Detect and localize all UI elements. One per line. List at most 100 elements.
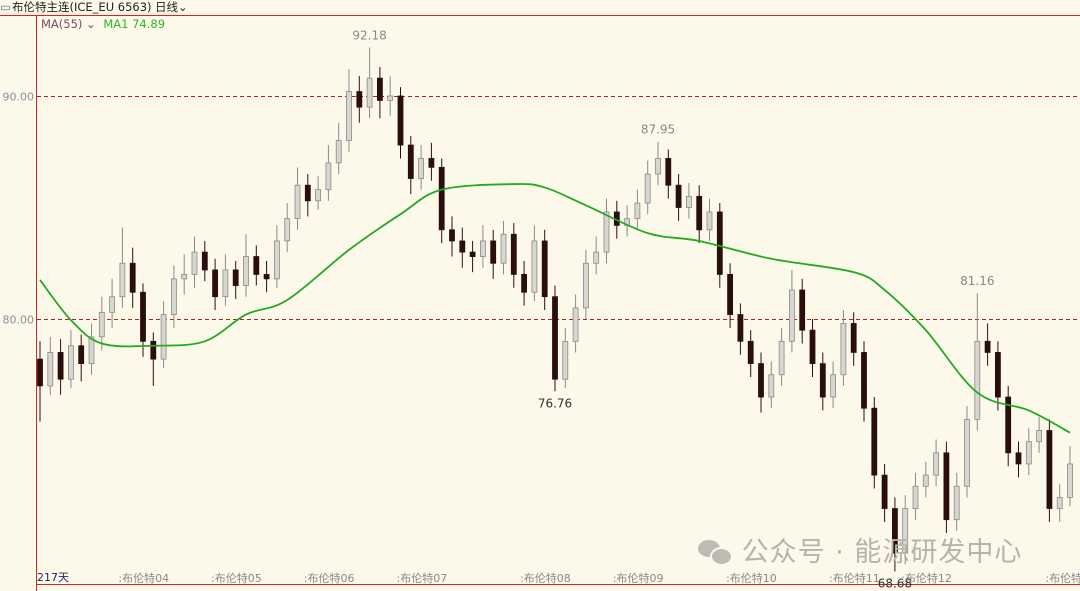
candle-body bbox=[1005, 396, 1012, 454]
period-selector[interactable]: 日线⌄ bbox=[155, 0, 188, 15]
instrument-title[interactable]: 布伦特主连(ICE_EU 6563) bbox=[12, 0, 152, 14]
candle-body bbox=[222, 269, 229, 298]
candle-body bbox=[407, 144, 414, 179]
candle bbox=[809, 319, 816, 377]
candle-body bbox=[881, 474, 888, 509]
candle-body bbox=[809, 329, 816, 364]
x-tick-label: :布伦特07 bbox=[397, 571, 448, 585]
candle-body bbox=[284, 218, 291, 242]
candle bbox=[449, 216, 455, 257]
candle-body bbox=[335, 140, 342, 164]
candle bbox=[778, 327, 785, 386]
candle bbox=[387, 75, 394, 117]
candle-body bbox=[1025, 441, 1032, 465]
candle-body bbox=[768, 374, 775, 398]
candle bbox=[201, 240, 208, 282]
candle-body bbox=[758, 363, 764, 398]
candle bbox=[531, 225, 538, 302]
price-annotation: 92.18 bbox=[352, 28, 386, 42]
candle-body bbox=[397, 95, 404, 146]
candle bbox=[1046, 419, 1053, 522]
candle-body bbox=[727, 273, 733, 315]
candle bbox=[500, 220, 507, 275]
candle bbox=[181, 254, 188, 295]
candle bbox=[57, 339, 64, 395]
candle-body bbox=[552, 296, 558, 380]
candle bbox=[634, 189, 641, 230]
candle bbox=[140, 283, 146, 357]
x-tick-label: :布伦特01 bbox=[1045, 571, 1080, 585]
candle bbox=[541, 229, 548, 311]
x-tick-label: :布伦特10 bbox=[726, 571, 777, 585]
candle-body bbox=[243, 256, 249, 286]
candle bbox=[572, 294, 579, 353]
candle-body bbox=[521, 273, 527, 293]
candle-body bbox=[428, 158, 435, 168]
candle bbox=[964, 405, 970, 498]
candle bbox=[696, 185, 703, 244]
candle-body bbox=[799, 289, 806, 331]
period-label: 日线 bbox=[155, 0, 178, 14]
candle-body bbox=[500, 233, 507, 264]
candle bbox=[346, 69, 352, 152]
candle bbox=[861, 341, 867, 422]
candle-body bbox=[366, 77, 373, 108]
x-tick-label: :布伦特05 bbox=[211, 571, 262, 585]
candle-body bbox=[716, 211, 723, 275]
candle-body bbox=[1056, 496, 1063, 509]
candle-body bbox=[696, 195, 703, 231]
candle-body bbox=[1015, 452, 1022, 465]
candle bbox=[850, 312, 857, 366]
day-count-label: 217天 bbox=[37, 571, 69, 584]
candle bbox=[212, 258, 219, 311]
candle-body bbox=[964, 418, 970, 487]
candle-body bbox=[634, 202, 641, 220]
candle-body bbox=[953, 485, 960, 521]
candle bbox=[88, 323, 95, 375]
candle bbox=[253, 245, 260, 286]
candle-body bbox=[438, 166, 445, 231]
candle-body bbox=[1067, 463, 1073, 498]
candle bbox=[840, 310, 847, 386]
x-tick-label: :布伦特06 bbox=[304, 571, 355, 585]
candle bbox=[871, 397, 878, 489]
candle bbox=[376, 67, 383, 119]
candle bbox=[521, 261, 527, 306]
x-tick-label: :布伦特08 bbox=[520, 571, 571, 585]
x-tick-label: :布伦特09 bbox=[613, 571, 664, 585]
candle-body bbox=[789, 289, 795, 342]
candle-body bbox=[201, 251, 208, 271]
candle bbox=[902, 495, 909, 565]
candle-body bbox=[892, 508, 898, 554]
watermark: 公众号 · 能源研发中心 bbox=[698, 530, 1022, 569]
candle bbox=[974, 293, 981, 431]
candle-body bbox=[840, 323, 847, 376]
candle bbox=[490, 229, 497, 279]
candle bbox=[1067, 446, 1073, 507]
candle bbox=[819, 352, 826, 411]
candle-body bbox=[170, 278, 177, 315]
candle-body bbox=[583, 262, 589, 309]
candle bbox=[922, 461, 929, 498]
candle bbox=[263, 261, 270, 293]
candle-body bbox=[304, 184, 311, 202]
wechat-icon bbox=[698, 538, 733, 566]
candle-body bbox=[160, 314, 167, 360]
candle bbox=[706, 198, 713, 241]
candle-body bbox=[346, 91, 352, 142]
title-bar: ▭ 布伦特主连(ICE_EU 6563) 日线⌄ bbox=[0, 0, 1080, 16]
candle bbox=[459, 227, 466, 268]
price-annotation: 76.76 bbox=[538, 396, 572, 410]
candle-body bbox=[191, 251, 198, 275]
candle-body bbox=[747, 340, 754, 364]
candle bbox=[98, 296, 105, 351]
x-tick-label: :布伦特04 bbox=[118, 571, 169, 585]
candle-body bbox=[974, 340, 981, 420]
candle bbox=[1005, 385, 1012, 467]
ma-indicator-selector[interactable]: MA(55) ⌄ bbox=[41, 17, 96, 31]
candle bbox=[737, 303, 744, 355]
candle bbox=[675, 174, 682, 221]
x-tick-label: :布伦特11 bbox=[829, 571, 880, 585]
candle-body bbox=[315, 189, 322, 202]
